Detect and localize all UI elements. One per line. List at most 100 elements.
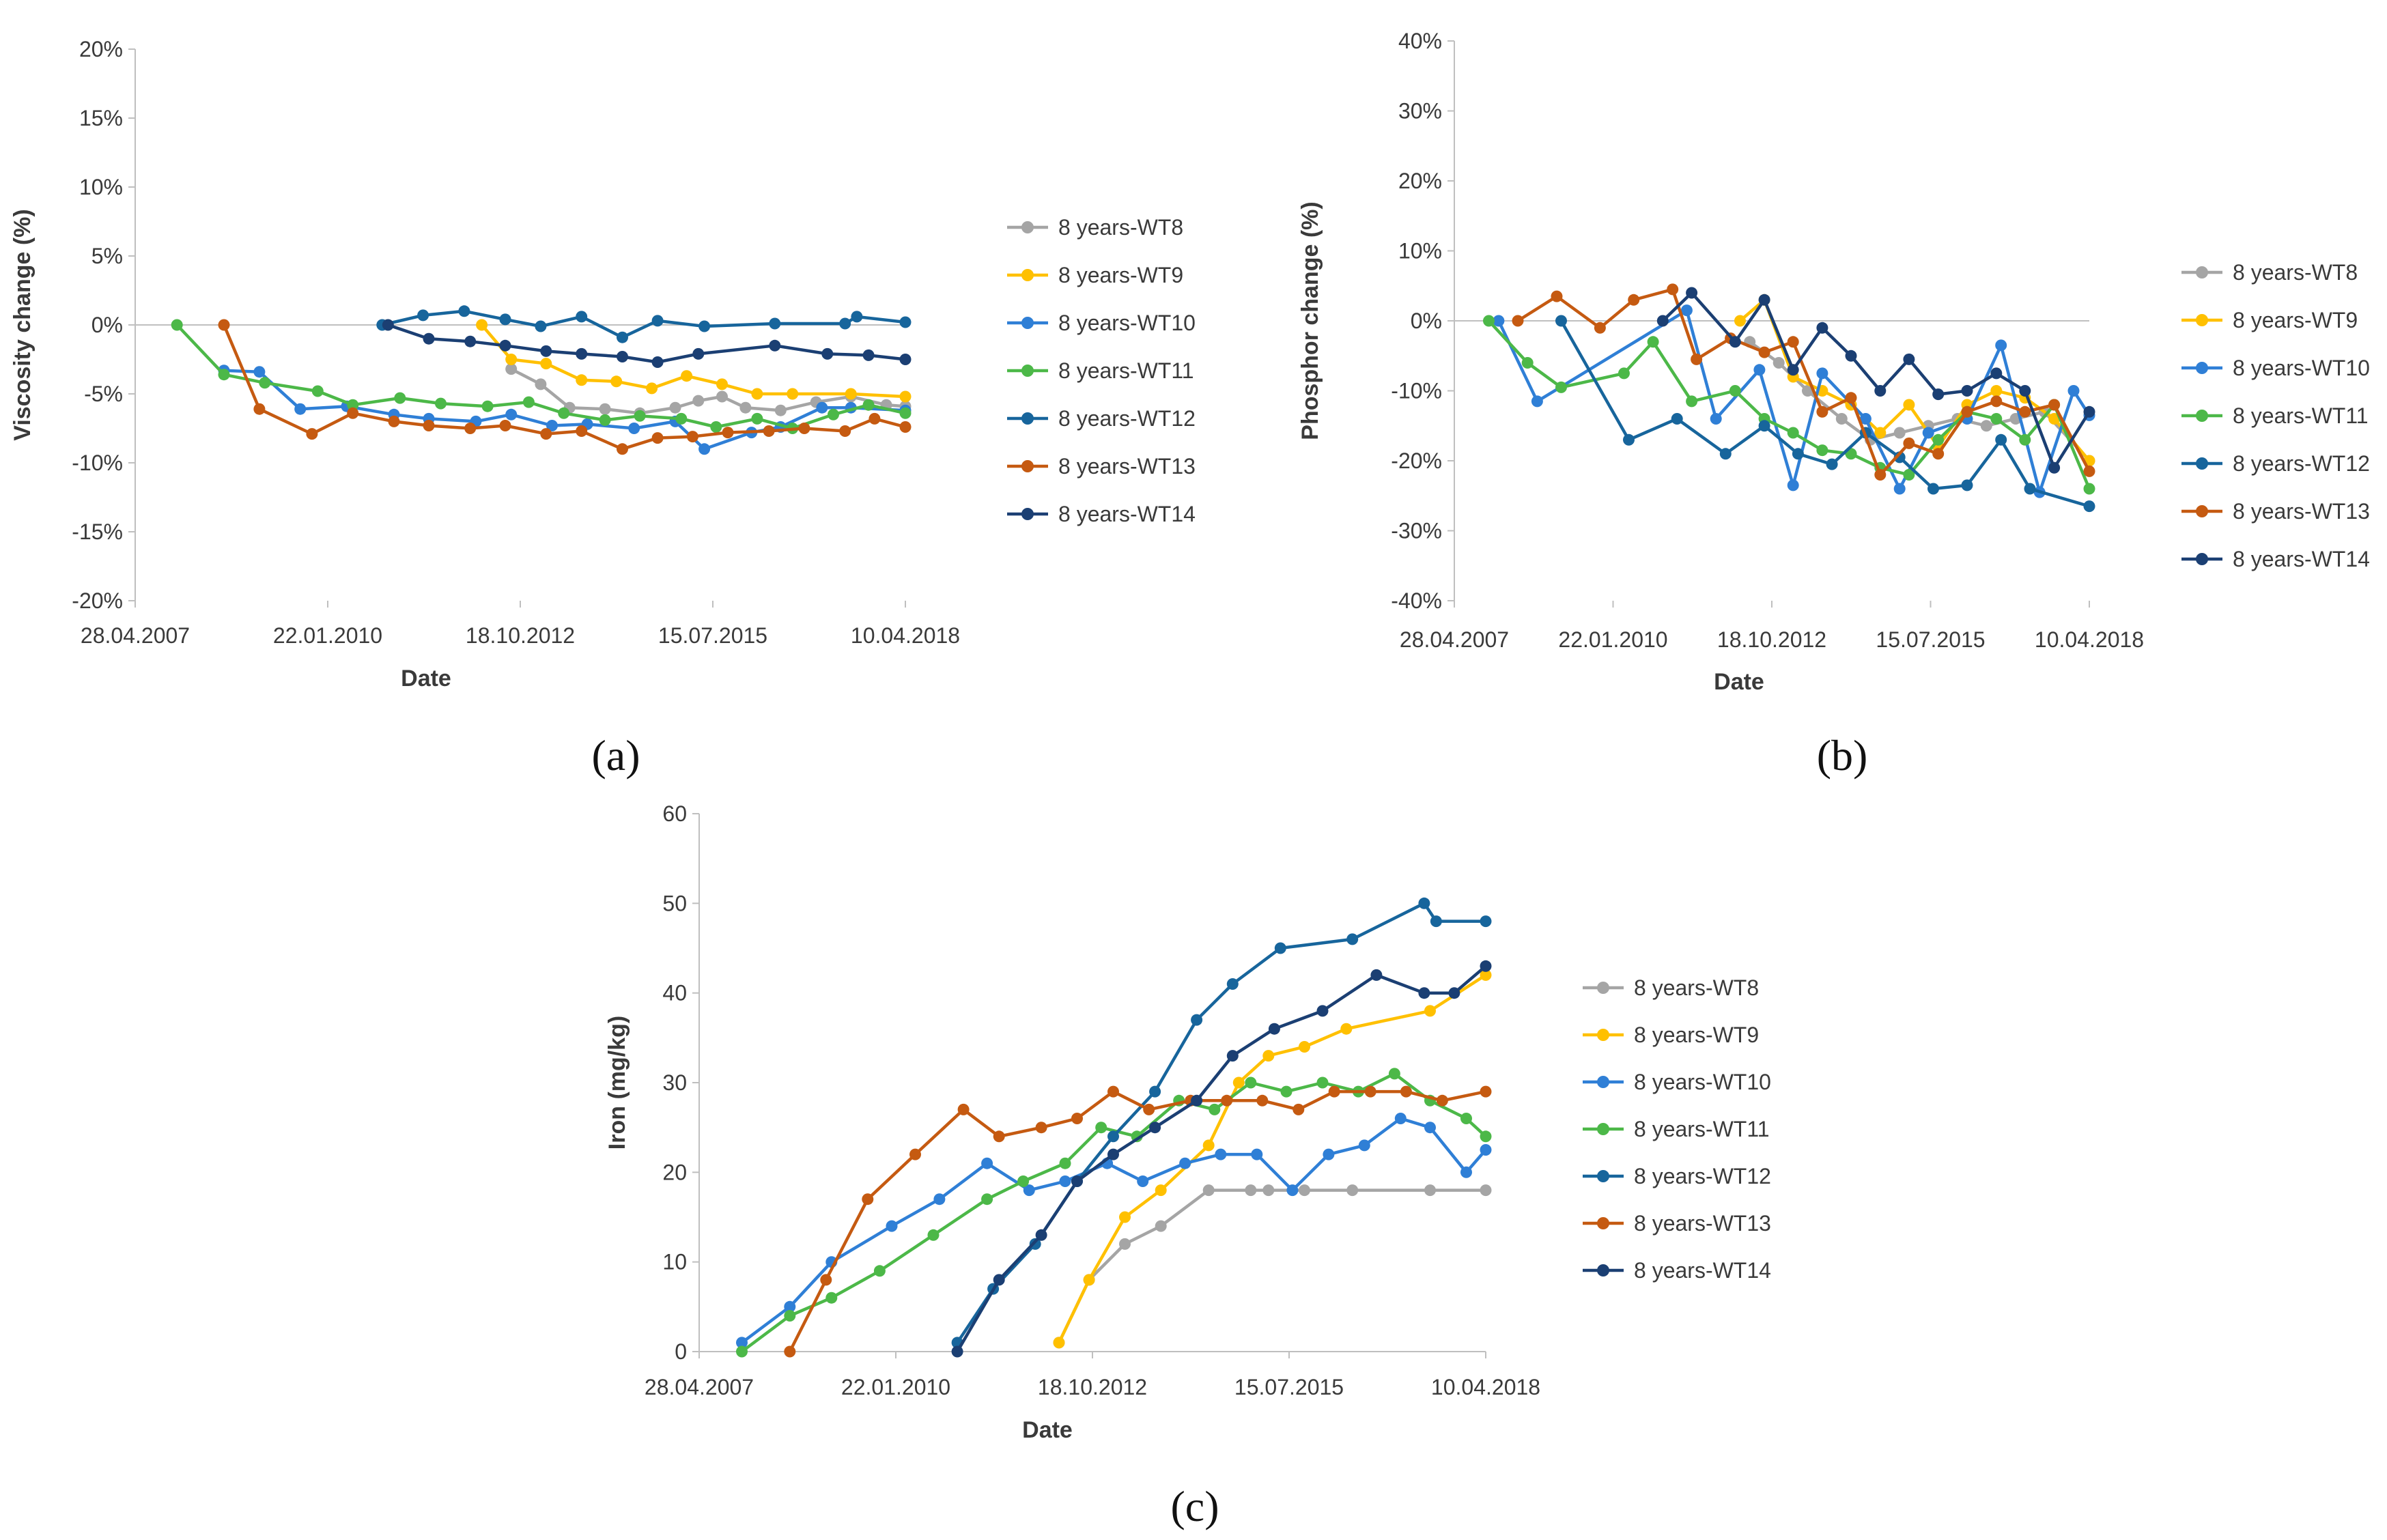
data-point-wt8 (1480, 1184, 1492, 1197)
data-point-wt10 (736, 1337, 748, 1349)
data-point-wt11 (394, 392, 406, 404)
legend-label: 8 years-WT13 (1634, 1211, 1771, 1236)
data-point-wt14 (769, 339, 781, 352)
y-tick-label: 60 (662, 801, 687, 826)
data-point-wt10 (2067, 385, 2080, 397)
x-tick-label: 28.04.2007 (81, 623, 190, 648)
data-point-wt9 (1262, 1050, 1275, 1062)
legend-label: 8 years-WT12 (1634, 1164, 1771, 1188)
legend-swatch-marker (1021, 221, 1034, 233)
data-point-wt14 (617, 351, 628, 362)
data-point-wt14 (1990, 367, 2003, 380)
data-point-wt13 (576, 425, 588, 437)
y-tick-label: 30 (662, 1070, 687, 1095)
data-point-wt11 (1095, 1122, 1107, 1134)
x-tick-label: 28.04.2007 (1400, 627, 1509, 652)
x-tick-label: 15.07.2015 (1876, 627, 1985, 652)
data-point-wt13 (2019, 405, 2031, 418)
data-point-wt11 (1990, 413, 2003, 425)
series-line-wt8 (510, 367, 906, 415)
data-point-wt12 (1480, 915, 1492, 928)
data-point-wt9 (899, 390, 912, 403)
data-point-wt14 (993, 1274, 1005, 1286)
legend-label: 8 years-WT12 (2233, 451, 2370, 476)
data-point-wt14 (1418, 987, 1430, 999)
legend-swatch-marker (1597, 982, 1609, 994)
legend-label: 8 years-WT10 (1058, 311, 1196, 335)
data-point-wt12 (1107, 1130, 1119, 1143)
data-point-wt13 (1221, 1094, 1233, 1107)
y-axis-title: Iron (mg/kg) (604, 1016, 630, 1150)
data-point-wt11 (634, 410, 646, 422)
data-point-wt11 (927, 1229, 940, 1241)
data-point-wt10 (1859, 413, 1872, 425)
data-point-wt12 (1226, 978, 1239, 990)
series-line-wt14 (956, 965, 1487, 1353)
data-point-wt13 (1961, 405, 1973, 418)
y-tick-label: 10% (79, 175, 123, 199)
data-point-wt13 (1035, 1122, 1047, 1134)
data-point-wt13 (423, 420, 435, 431)
data-point-wt14 (951, 1345, 963, 1358)
data-point-wt14 (1316, 1005, 1329, 1017)
data-point-wt12 (1826, 458, 1838, 470)
data-point-wt11 (558, 407, 570, 419)
data-point-wt14 (1071, 1175, 1083, 1187)
data-point-wt10 (1922, 427, 1934, 439)
series-line-wt10 (223, 369, 906, 451)
data-point-wt14 (1035, 1229, 1047, 1241)
data-point-wt11 (599, 414, 611, 426)
chart-c: 60 50 40 30 20 10 0 28.04.2007 22.01.2010 18.10.2… (604, 801, 1771, 1530)
x-axis-title: Date (401, 666, 451, 691)
data-point-wt13 (306, 428, 318, 440)
data-point-wt12 (1430, 915, 1442, 928)
data-point-wt13 (1628, 294, 1640, 306)
data-point-wt13 (1364, 1085, 1376, 1098)
x-tick-label: 22.01.2010 (1558, 627, 1667, 652)
data-point-wt9 (1874, 427, 1887, 439)
series-wt10 (1493, 304, 2095, 498)
series-wt10 (736, 1113, 1492, 1349)
data-point-wt13 (1691, 353, 1703, 365)
series-wt12 (1555, 315, 2095, 513)
legend-item-wt13: 8 years-WT13 (1583, 1211, 1771, 1236)
data-point-wt12 (1671, 413, 1683, 425)
data-point-wt10 (1286, 1184, 1299, 1197)
data-point-wt8 (739, 401, 752, 414)
data-point-wt14 (540, 345, 552, 357)
data-point-wt14 (1903, 353, 1915, 365)
data-point-wt9 (1990, 385, 2003, 397)
data-point-wt12 (617, 331, 628, 343)
x-tick-label: 22.01.2010 (273, 623, 382, 648)
data-point-wt12 (1418, 897, 1430, 909)
legend-label: 8 years-WT14 (1058, 502, 1196, 526)
legend-swatch-marker (1597, 1029, 1609, 1041)
legend-swatch-marker (1021, 412, 1034, 425)
series-wt13 (1512, 283, 2095, 481)
data-point-wt13 (1328, 1085, 1340, 1098)
data-point-wt9 (476, 319, 488, 331)
data-point-wt13 (651, 432, 664, 444)
data-point-wt11 (1729, 385, 1741, 397)
series-wt9 (1053, 969, 1492, 1349)
data-point-wt10 (1480, 1144, 1492, 1156)
data-point-wt10 (981, 1157, 993, 1169)
data-point-wt11 (1017, 1175, 1030, 1187)
data-point-wt8 (1155, 1220, 1167, 1232)
legend-item-wt11: 8 years-WT11 (2181, 403, 2369, 428)
data-point-wt13 (1143, 1103, 1155, 1115)
data-point-wt14 (1816, 322, 1828, 334)
y-tick-label: 40% (1398, 29, 1442, 53)
data-point-wt12 (899, 316, 912, 328)
legend-label: 8 years-WT8 (1058, 215, 1183, 240)
series-wt14 (382, 319, 912, 368)
legend-item-wt14: 8 years-WT14 (2181, 547, 2370, 571)
data-point-wt13 (464, 423, 477, 434)
data-point-wt11 (981, 1193, 993, 1206)
series-wt14 (1656, 287, 2095, 474)
data-point-wt13 (784, 1345, 796, 1358)
y-tick-label: 20% (79, 37, 123, 61)
legend-swatch-marker (2196, 410, 2208, 422)
data-point-wt14 (2048, 461, 2061, 474)
series-line-wt12 (956, 902, 1486, 1344)
